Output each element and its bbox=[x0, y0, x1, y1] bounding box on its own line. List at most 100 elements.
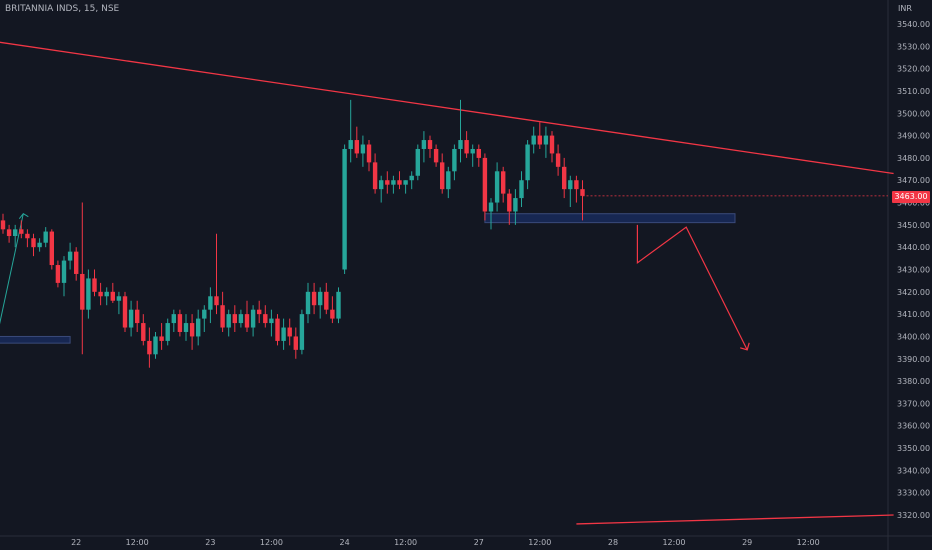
projection-path bbox=[636, 224, 748, 351]
candle-body bbox=[421, 140, 427, 149]
candle-body bbox=[202, 309, 207, 319]
y-tick-label: 3370.00 bbox=[897, 399, 930, 408]
x-tick-label: 27 bbox=[474, 538, 484, 547]
y-tick-label: 3400.00 bbox=[897, 332, 930, 341]
y-tick-label: 3490.00 bbox=[897, 132, 930, 141]
candle-body bbox=[220, 305, 225, 328]
candle-body bbox=[403, 180, 408, 185]
candle-body bbox=[476, 148, 481, 158]
candle-body bbox=[525, 144, 530, 181]
candle-body bbox=[519, 180, 524, 199]
resistance-trendline bbox=[0, 41, 894, 175]
y-tick-label: 3530.00 bbox=[897, 42, 930, 51]
candle-body bbox=[92, 278, 97, 292]
support-zone bbox=[0, 335, 71, 344]
candle-body bbox=[543, 135, 549, 145]
candle-body bbox=[293, 336, 298, 350]
x-tick-label: 12:00 bbox=[528, 538, 551, 547]
candle-body bbox=[49, 231, 54, 266]
x-tick-label: 12:00 bbox=[260, 538, 283, 547]
candle-body bbox=[324, 291, 329, 310]
y-tick-label: 3350.00 bbox=[897, 444, 930, 453]
candle-body bbox=[25, 233, 30, 239]
y-tick-label: 3510.00 bbox=[897, 87, 930, 96]
y-tick-label: 3520.00 bbox=[897, 65, 930, 74]
candle-body bbox=[464, 140, 469, 154]
candle-body bbox=[531, 135, 536, 145]
candle-body bbox=[348, 140, 353, 149]
candle-body bbox=[379, 180, 384, 190]
candle-body bbox=[427, 140, 433, 149]
candle-body bbox=[330, 309, 335, 319]
candle-body bbox=[244, 314, 250, 328]
candle-body bbox=[366, 144, 372, 163]
projection-arrow-head bbox=[740, 342, 750, 351]
candle-body bbox=[165, 323, 170, 341]
candle-body bbox=[281, 327, 286, 341]
candle-body bbox=[275, 318, 280, 341]
candle-body bbox=[562, 166, 567, 190]
y-tick-label: 3460.00 bbox=[897, 199, 930, 208]
candle-body bbox=[305, 291, 311, 315]
candle-body bbox=[269, 318, 274, 324]
candle-body bbox=[147, 340, 152, 355]
y-tick-label: 3440.00 bbox=[897, 243, 930, 252]
candle-body bbox=[31, 238, 36, 248]
candle-body bbox=[55, 265, 61, 283]
candle-body bbox=[214, 296, 219, 306]
x-tick-label: 23 bbox=[205, 538, 215, 547]
support-trendline bbox=[576, 514, 894, 525]
candle-body bbox=[135, 309, 140, 324]
candle-body bbox=[391, 180, 396, 185]
candle-body bbox=[74, 251, 79, 274]
candle-body bbox=[458, 140, 463, 149]
candle-body bbox=[98, 291, 103, 297]
candle-body bbox=[86, 278, 91, 310]
candle-body bbox=[80, 273, 85, 310]
candle-body bbox=[19, 229, 24, 234]
candle-body bbox=[263, 314, 268, 324]
candle-body bbox=[67, 251, 73, 261]
candle-body bbox=[549, 135, 555, 154]
x-tick-label: 12:00 bbox=[126, 538, 149, 547]
candle-body bbox=[415, 148, 420, 176]
candle-body bbox=[122, 296, 128, 328]
candle-body bbox=[232, 314, 237, 324]
candle-body bbox=[43, 231, 48, 243]
candle-body bbox=[433, 148, 439, 163]
candle-body bbox=[513, 198, 518, 212]
y-tick-label: 3450.00 bbox=[897, 221, 930, 230]
support-zone bbox=[484, 213, 736, 224]
candle-body bbox=[208, 296, 213, 310]
candle-body bbox=[342, 148, 347, 270]
candle-body bbox=[61, 260, 67, 283]
candle-body bbox=[446, 171, 451, 190]
candle-body bbox=[494, 171, 500, 203]
candle-body bbox=[257, 309, 262, 315]
up-arrow-head bbox=[18, 213, 29, 220]
candle-body bbox=[37, 242, 42, 248]
y-tick-label: 3330.00 bbox=[897, 489, 930, 498]
candle-body bbox=[299, 314, 305, 350]
y-tick-label: 3410.00 bbox=[897, 310, 930, 319]
candle-body bbox=[183, 323, 189, 332]
candle-body bbox=[141, 323, 146, 341]
y-tick-label: 3320.00 bbox=[897, 511, 930, 520]
currency-label: INR bbox=[898, 4, 912, 13]
candle-body bbox=[470, 148, 475, 154]
x-tick-label: 12:00 bbox=[394, 538, 417, 547]
y-tick-label: 3500.00 bbox=[897, 109, 930, 118]
y-tick-label: 3390.00 bbox=[897, 355, 930, 364]
x-tick-label: 29 bbox=[742, 538, 752, 547]
candle-body bbox=[110, 291, 115, 301]
candle-body bbox=[580, 189, 585, 196]
candle-body bbox=[250, 309, 256, 328]
candle-body bbox=[482, 157, 488, 212]
candle-body bbox=[153, 336, 158, 355]
candle-body bbox=[397, 180, 402, 185]
candle-body bbox=[13, 229, 18, 237]
candle-body bbox=[116, 296, 122, 301]
x-tick-label: 12:00 bbox=[662, 538, 685, 547]
candle-body bbox=[336, 291, 341, 319]
